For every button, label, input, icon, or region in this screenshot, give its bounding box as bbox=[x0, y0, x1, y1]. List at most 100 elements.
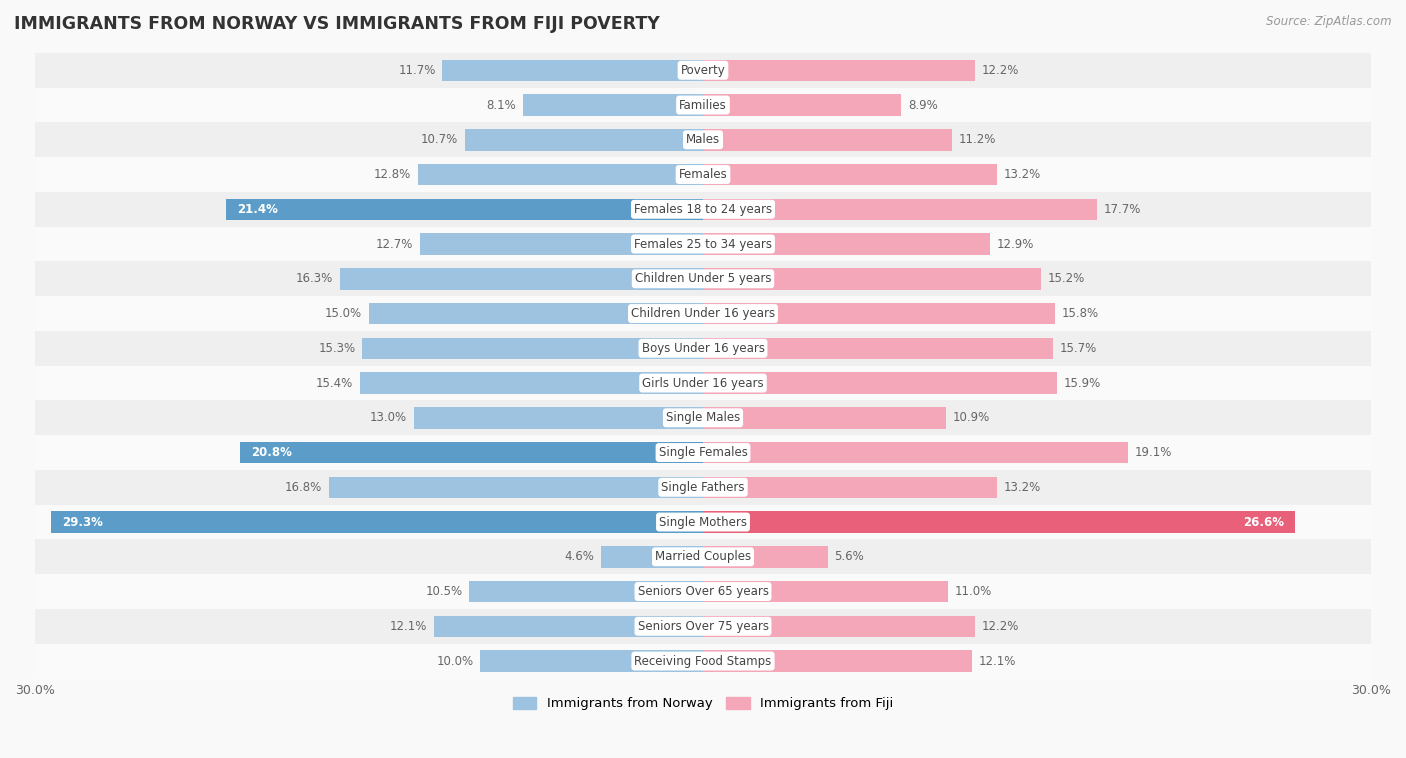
Text: IMMIGRANTS FROM NORWAY VS IMMIGRANTS FROM FIJI POVERTY: IMMIGRANTS FROM NORWAY VS IMMIGRANTS FRO… bbox=[14, 15, 659, 33]
Bar bbox=[703, 372, 1057, 394]
Text: Single Males: Single Males bbox=[666, 412, 740, 424]
Text: 16.3%: 16.3% bbox=[297, 272, 333, 285]
Bar bbox=[703, 581, 948, 603]
Text: 19.1%: 19.1% bbox=[1135, 446, 1173, 459]
Bar bbox=[340, 268, 703, 290]
Text: 12.2%: 12.2% bbox=[981, 620, 1019, 633]
Bar bbox=[240, 442, 703, 463]
Bar bbox=[35, 435, 1371, 470]
Bar bbox=[35, 88, 1371, 122]
Text: 10.5%: 10.5% bbox=[426, 585, 463, 598]
Bar bbox=[35, 609, 1371, 644]
Text: 8.1%: 8.1% bbox=[486, 99, 516, 111]
Bar bbox=[600, 546, 703, 568]
Text: 26.6%: 26.6% bbox=[1243, 515, 1284, 528]
Text: 17.7%: 17.7% bbox=[1104, 203, 1142, 216]
Text: Seniors Over 75 years: Seniors Over 75 years bbox=[637, 620, 769, 633]
Text: 15.9%: 15.9% bbox=[1064, 377, 1101, 390]
Bar bbox=[703, 650, 973, 672]
Text: 12.7%: 12.7% bbox=[377, 237, 413, 251]
Text: Source: ZipAtlas.com: Source: ZipAtlas.com bbox=[1267, 15, 1392, 28]
Bar bbox=[35, 400, 1371, 435]
Text: 16.8%: 16.8% bbox=[285, 481, 322, 493]
Text: Females 18 to 24 years: Females 18 to 24 years bbox=[634, 203, 772, 216]
Bar bbox=[433, 615, 703, 637]
Bar bbox=[35, 574, 1371, 609]
Text: 11.2%: 11.2% bbox=[959, 133, 997, 146]
Bar bbox=[703, 94, 901, 116]
Text: 15.8%: 15.8% bbox=[1062, 307, 1098, 320]
Bar bbox=[35, 365, 1371, 400]
Text: 8.9%: 8.9% bbox=[908, 99, 938, 111]
Bar bbox=[35, 227, 1371, 262]
Text: 10.0%: 10.0% bbox=[436, 655, 474, 668]
Bar bbox=[35, 262, 1371, 296]
Bar bbox=[413, 407, 703, 428]
Text: 12.9%: 12.9% bbox=[997, 237, 1035, 251]
Bar bbox=[703, 511, 1295, 533]
Text: Girls Under 16 years: Girls Under 16 years bbox=[643, 377, 763, 390]
Text: Females 25 to 34 years: Females 25 to 34 years bbox=[634, 237, 772, 251]
Text: Receiving Food Stamps: Receiving Food Stamps bbox=[634, 655, 772, 668]
Text: Families: Families bbox=[679, 99, 727, 111]
Text: 12.1%: 12.1% bbox=[979, 655, 1017, 668]
Bar bbox=[368, 302, 703, 324]
Text: 5.6%: 5.6% bbox=[834, 550, 865, 563]
Bar bbox=[329, 477, 703, 498]
Bar bbox=[35, 53, 1371, 88]
Bar bbox=[465, 129, 703, 151]
Bar bbox=[703, 546, 828, 568]
Bar bbox=[35, 296, 1371, 331]
Text: 12.2%: 12.2% bbox=[981, 64, 1019, 77]
Bar bbox=[360, 372, 703, 394]
Bar bbox=[35, 470, 1371, 505]
Text: Children Under 5 years: Children Under 5 years bbox=[634, 272, 772, 285]
Bar bbox=[35, 122, 1371, 157]
Text: Single Fathers: Single Fathers bbox=[661, 481, 745, 493]
Text: 20.8%: 20.8% bbox=[250, 446, 292, 459]
Bar bbox=[418, 164, 703, 185]
Text: 12.8%: 12.8% bbox=[374, 168, 412, 181]
Text: Males: Males bbox=[686, 133, 720, 146]
Bar bbox=[35, 157, 1371, 192]
Text: 15.2%: 15.2% bbox=[1047, 272, 1085, 285]
Text: Married Couples: Married Couples bbox=[655, 550, 751, 563]
Bar bbox=[35, 192, 1371, 227]
Bar bbox=[523, 94, 703, 116]
Bar bbox=[703, 442, 1129, 463]
Text: 4.6%: 4.6% bbox=[564, 550, 593, 563]
Text: 21.4%: 21.4% bbox=[238, 203, 278, 216]
Text: Poverty: Poverty bbox=[681, 64, 725, 77]
Text: Seniors Over 65 years: Seniors Over 65 years bbox=[637, 585, 769, 598]
Text: 15.0%: 15.0% bbox=[325, 307, 363, 320]
Bar bbox=[481, 650, 703, 672]
Text: Children Under 16 years: Children Under 16 years bbox=[631, 307, 775, 320]
Bar bbox=[35, 505, 1371, 540]
Bar bbox=[703, 302, 1054, 324]
Bar bbox=[703, 268, 1042, 290]
Bar bbox=[703, 199, 1097, 220]
Text: 15.4%: 15.4% bbox=[316, 377, 353, 390]
Bar bbox=[420, 233, 703, 255]
Bar bbox=[35, 540, 1371, 574]
Text: 13.0%: 13.0% bbox=[370, 412, 406, 424]
Text: Single Females: Single Females bbox=[658, 446, 748, 459]
Bar bbox=[35, 331, 1371, 365]
Text: 10.9%: 10.9% bbox=[952, 412, 990, 424]
Text: 11.0%: 11.0% bbox=[955, 585, 991, 598]
Bar bbox=[35, 644, 1371, 678]
Text: 15.7%: 15.7% bbox=[1059, 342, 1097, 355]
Text: 13.2%: 13.2% bbox=[1004, 168, 1040, 181]
Bar bbox=[470, 581, 703, 603]
Text: Boys Under 16 years: Boys Under 16 years bbox=[641, 342, 765, 355]
Bar bbox=[703, 164, 997, 185]
Bar bbox=[703, 129, 952, 151]
Bar bbox=[703, 615, 974, 637]
Text: 29.3%: 29.3% bbox=[62, 515, 103, 528]
Bar bbox=[703, 59, 974, 81]
Bar bbox=[226, 199, 703, 220]
Text: Females: Females bbox=[679, 168, 727, 181]
Text: Single Mothers: Single Mothers bbox=[659, 515, 747, 528]
Bar bbox=[703, 407, 946, 428]
Legend: Immigrants from Norway, Immigrants from Fiji: Immigrants from Norway, Immigrants from … bbox=[508, 691, 898, 716]
